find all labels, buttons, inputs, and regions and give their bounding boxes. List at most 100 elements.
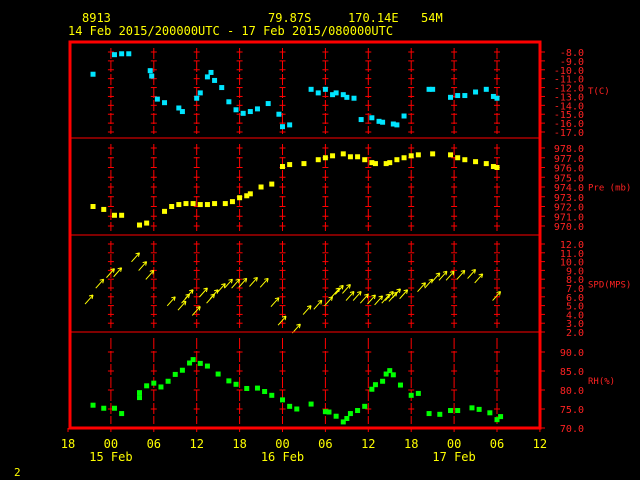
temp-point <box>247 109 253 115</box>
station-id: 8913 <box>82 11 111 25</box>
temp-panel: -8.0-9.0-10.0-11.0-12.0-13.0-14.0-15.0-1… <box>90 48 610 139</box>
pressure-point <box>483 161 489 167</box>
x-tick-label: 06 <box>318 437 332 451</box>
y-tick-label: 5.0 <box>566 302 584 313</box>
temp-point <box>276 111 282 117</box>
wind-arrow <box>492 291 502 301</box>
temp-point <box>233 107 239 113</box>
temp-point <box>322 86 328 92</box>
y-tick-label: 972.0 <box>554 203 584 214</box>
wind-arrow <box>467 269 477 279</box>
y-tick-label: 970.0 <box>554 222 584 233</box>
pressure-label: Pre (mb) <box>588 184 631 194</box>
rh-point <box>498 414 504 420</box>
rh-point <box>448 408 454 414</box>
rh-point <box>158 384 164 390</box>
x-axis: 18 00 06 12 18 00 06 12 18 00 06 12 15 Feb 16 Feb 17 F… <box>61 428 547 464</box>
wind-arrow <box>145 269 155 280</box>
rh-point <box>287 403 293 409</box>
pressure-point <box>244 193 250 199</box>
x-tick-label: 12 <box>533 437 547 451</box>
pressure-point <box>280 164 285 170</box>
rh-point <box>179 367 185 373</box>
pressure-point <box>394 157 400 163</box>
rh-point <box>469 405 475 411</box>
pressure-point <box>169 204 175 209</box>
temp-point <box>147 68 153 74</box>
temp-point <box>473 89 479 95</box>
rh-point <box>215 371 221 377</box>
temp-label: T(C) <box>588 87 610 97</box>
rh-point <box>408 392 414 398</box>
rh-point <box>387 368 393 374</box>
wind-arrow <box>438 270 448 281</box>
station-latitude: 79.87S <box>268 11 311 25</box>
y-tick-label: -16.0 <box>554 119 584 130</box>
wind-arrow <box>417 282 426 293</box>
rh-point <box>476 406 482 412</box>
wind-arrow <box>474 273 484 284</box>
rh-point <box>111 405 117 411</box>
y-tick-label: 4.0 <box>566 310 584 321</box>
temp-point <box>448 94 454 100</box>
temp-point <box>426 86 432 92</box>
wind-arrow <box>331 287 341 298</box>
pressure-point <box>222 201 228 207</box>
temp-point <box>308 86 314 92</box>
temp-point <box>197 90 203 96</box>
x-tick-label: 18 <box>232 437 246 451</box>
temp-point <box>333 90 339 96</box>
rh-point <box>322 409 328 415</box>
temp-point <box>111 52 117 58</box>
rh-point <box>233 381 239 387</box>
rh-point <box>487 410 493 416</box>
rh-point <box>437 411 443 417</box>
y-tick-label: -17.0 <box>554 128 584 139</box>
y-tick-label: -15.0 <box>554 110 584 121</box>
temp-point <box>149 73 155 79</box>
y-tick-label: 3.0 <box>566 319 584 330</box>
wind-arrow <box>231 278 241 289</box>
rh-label: RH(%) <box>588 377 615 387</box>
y-tick-label: 2.0 <box>566 328 584 339</box>
wind-arrow <box>238 277 248 288</box>
wind-arrow <box>224 278 233 289</box>
temp-point <box>208 69 214 75</box>
x-tick-label: 18 <box>61 437 75 451</box>
y-tick-label: -14.0 <box>554 101 584 112</box>
y-tick-label: 10.0 <box>560 258 584 269</box>
pressure-point <box>372 161 378 167</box>
wind-arrow <box>334 284 344 295</box>
wind-arrow <box>431 272 441 283</box>
pressure-point <box>473 159 479 165</box>
y-tick-label: -8.0 <box>560 48 584 59</box>
y-tick-label: 75.0 <box>560 405 584 416</box>
rh-point <box>137 395 142 401</box>
time-range: 14 Feb 2015/200000UTC - 17 Feb 2015/0800… <box>68 24 393 38</box>
rh-point <box>137 390 142 396</box>
rh-point <box>269 392 275 398</box>
temp-point <box>455 93 461 99</box>
temp-point <box>194 95 200 101</box>
y-tick-label: 9.0 <box>566 266 584 277</box>
temp-point <box>344 94 350 100</box>
rh-point <box>190 357 196 363</box>
temp-point <box>280 124 285 130</box>
wind-label: SPD(MPS) <box>588 281 631 291</box>
rh-point <box>340 419 346 425</box>
wind-arrow <box>277 315 287 326</box>
wind-arrow <box>166 296 176 307</box>
pressure-point <box>408 153 414 159</box>
panels-group: -8.0-9.0-10.0-11.0-12.0-13.0-14.0-15.0-1… <box>70 48 631 435</box>
pressure-point <box>383 161 389 167</box>
y-tick-label: 90.0 <box>560 348 584 359</box>
rh-point <box>369 386 375 392</box>
y-tick-label: 70.0 <box>560 424 584 435</box>
temp-point <box>483 86 489 92</box>
wind-arrow <box>113 267 123 278</box>
pressure-point <box>301 161 307 167</box>
wind-arrow <box>392 288 401 299</box>
temp-point <box>315 90 321 96</box>
temp-point <box>226 99 232 105</box>
temp-point <box>287 122 293 128</box>
